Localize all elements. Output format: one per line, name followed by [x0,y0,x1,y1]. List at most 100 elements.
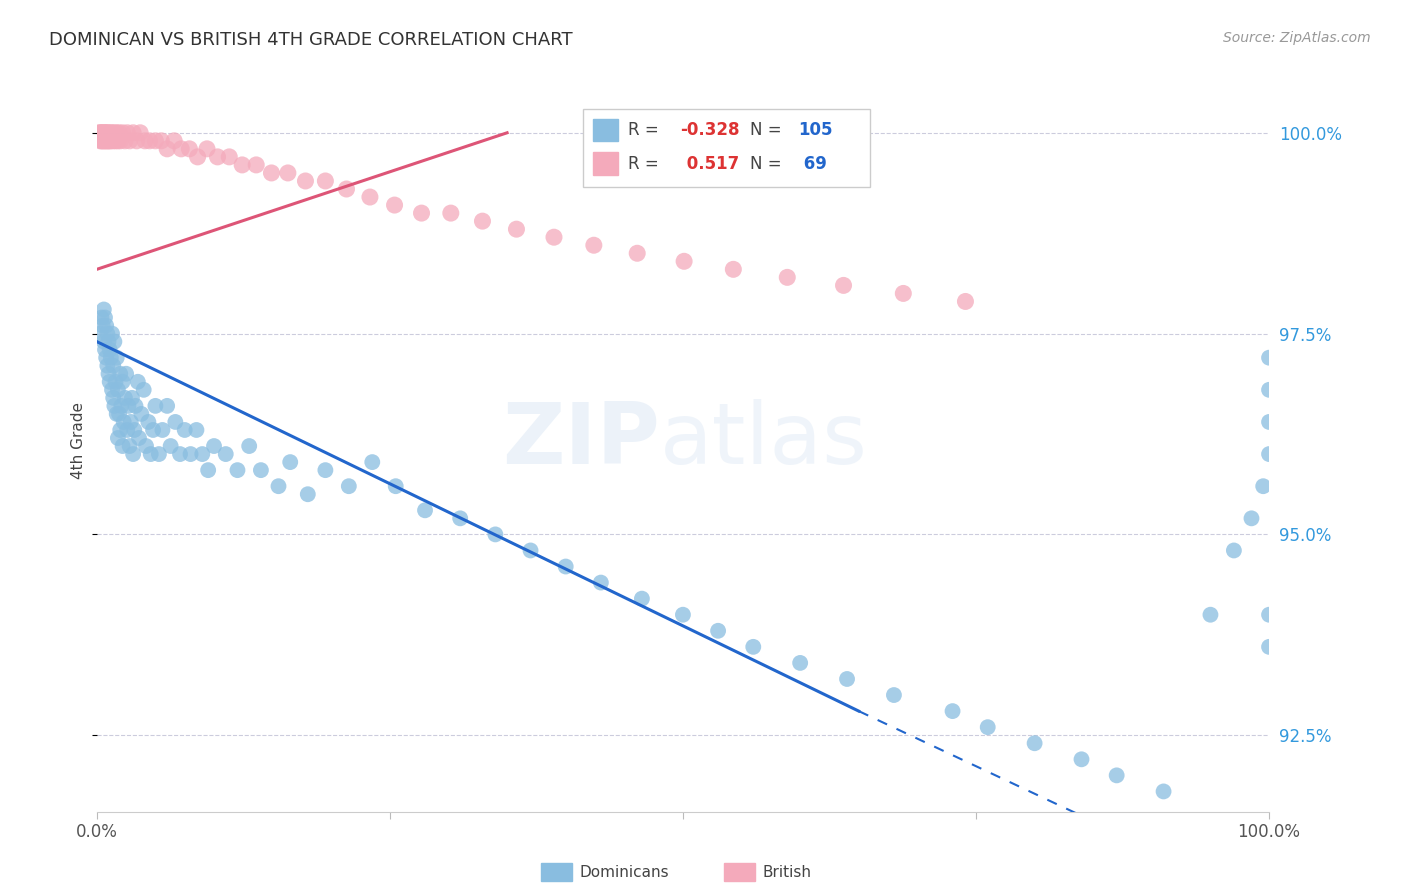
Point [91,318,114,333]
Point [117,399,139,413]
Point [107,431,129,445]
Point [152,423,174,437]
Point [1240,511,1263,525]
Point [110,399,132,413]
Point [103,359,125,373]
Point [96,318,118,333]
Point [110,367,132,381]
Point [111,439,134,453]
Point [789,656,811,670]
Point [103,126,125,140]
Point [384,198,406,212]
Point [742,640,765,654]
Point [114,134,136,148]
Point [723,262,745,277]
Text: 105: 105 [797,121,832,139]
Point [93,302,115,317]
FancyBboxPatch shape [583,110,870,187]
Point [122,126,145,140]
Point [1258,447,1281,461]
Text: R =: R = [628,121,664,139]
Point [941,704,963,718]
Point [145,399,167,413]
Point [90,310,112,325]
Point [124,423,146,437]
Point [832,278,855,293]
Point [103,391,125,405]
Text: Dominicans: Dominicans [579,865,669,880]
Point [245,158,267,172]
Point [471,214,494,228]
Point [314,174,336,188]
Point [96,134,118,148]
Point [180,447,202,461]
Point [125,134,148,148]
Point [1258,607,1281,622]
Point [142,423,165,437]
Point [91,126,114,140]
Point [163,134,186,148]
Point [118,439,141,453]
Point [179,142,201,156]
Point [138,415,160,429]
Point [108,407,131,421]
Point [111,126,134,140]
Point [1258,640,1281,654]
Text: R =: R = [628,154,664,173]
Point [110,134,132,148]
Point [883,688,905,702]
Point [411,206,433,220]
Point [626,246,648,260]
Point [173,423,195,437]
Point [93,134,115,148]
Point [129,126,152,140]
Point [100,351,122,365]
Text: ZIP: ZIP [502,399,659,482]
Point [112,415,135,429]
Point [96,351,118,365]
Point [89,134,111,148]
Text: N =: N = [749,121,786,139]
Point [104,134,127,148]
Point [226,463,249,477]
Point [1105,768,1128,782]
Point [94,310,117,325]
Point [294,174,316,188]
Point [100,126,122,140]
Point [215,447,238,461]
Y-axis label: 4th Grade: 4th Grade [72,401,86,478]
Point [314,463,336,477]
Point [148,447,170,461]
Point [335,182,357,196]
Point [519,543,541,558]
Point [1024,736,1046,750]
Point [159,439,181,453]
Point [94,126,117,140]
Point [187,150,209,164]
Point [127,375,149,389]
Point [186,423,208,437]
Text: British: British [762,865,811,880]
Point [673,254,696,268]
Text: N =: N = [749,154,786,173]
Point [169,447,191,461]
Point [120,415,142,429]
Point [132,383,155,397]
Point [231,158,253,172]
Point [672,607,695,622]
Point [165,415,187,429]
Text: -0.328: -0.328 [681,121,740,139]
Point [89,126,111,140]
Point [89,326,111,341]
Bar [593,153,619,175]
Point [89,126,111,140]
Point [131,407,153,421]
Point [250,463,273,477]
Point [94,134,117,148]
Point [278,455,301,469]
Point [124,399,146,413]
Point [582,238,605,252]
Point [776,270,799,285]
Point [139,447,162,461]
Point [121,391,143,405]
